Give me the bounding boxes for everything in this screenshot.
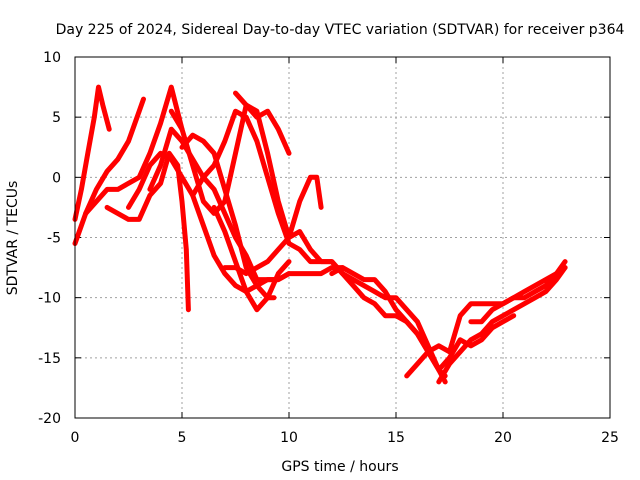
series-track-6 bbox=[147, 126, 345, 283]
x-tick-label: 5 bbox=[178, 430, 187, 446]
y-tick-label: -5 bbox=[47, 231, 61, 247]
series-track-4 bbox=[104, 150, 191, 313]
x-tick-label: 25 bbox=[601, 430, 619, 446]
y-tick-label: -10 bbox=[38, 291, 61, 307]
y-axis-label: SDTVAR / TECUs bbox=[5, 181, 21, 296]
grid-lines bbox=[75, 57, 610, 418]
plot-frame bbox=[74, 56, 611, 419]
x-tick-label: 15 bbox=[387, 430, 405, 446]
x-tick-label: 20 bbox=[494, 430, 512, 446]
series-track-5 bbox=[126, 150, 292, 295]
y-tick-label: 5 bbox=[52, 110, 61, 126]
data-series bbox=[72, 84, 568, 385]
series-track-12 bbox=[222, 229, 448, 379]
y-tick-label: 10 bbox=[43, 50, 61, 66]
chart-title: Day 225 of 2024, Sidereal Day-to-day VTE… bbox=[56, 22, 625, 38]
series-track-3 bbox=[83, 84, 185, 216]
y-tick-label: -15 bbox=[38, 351, 61, 367]
x-axis-label: GPS time / hours bbox=[281, 459, 398, 475]
series-track-11 bbox=[233, 90, 292, 156]
x-tick-label: 10 bbox=[280, 430, 298, 446]
series-track-13 bbox=[329, 265, 517, 373]
x-tick-label: 0 bbox=[71, 430, 80, 446]
series-track-16 bbox=[468, 265, 568, 325]
series-track-14 bbox=[404, 259, 568, 379]
series-track-10 bbox=[211, 204, 292, 313]
y-tick-label: 0 bbox=[52, 170, 61, 186]
series-track-15 bbox=[436, 265, 568, 385]
series-track-7 bbox=[168, 102, 324, 240]
series-track-1 bbox=[72, 84, 112, 222]
y-tick-label: -20 bbox=[38, 411, 61, 427]
series-track-8 bbox=[179, 132, 277, 301]
